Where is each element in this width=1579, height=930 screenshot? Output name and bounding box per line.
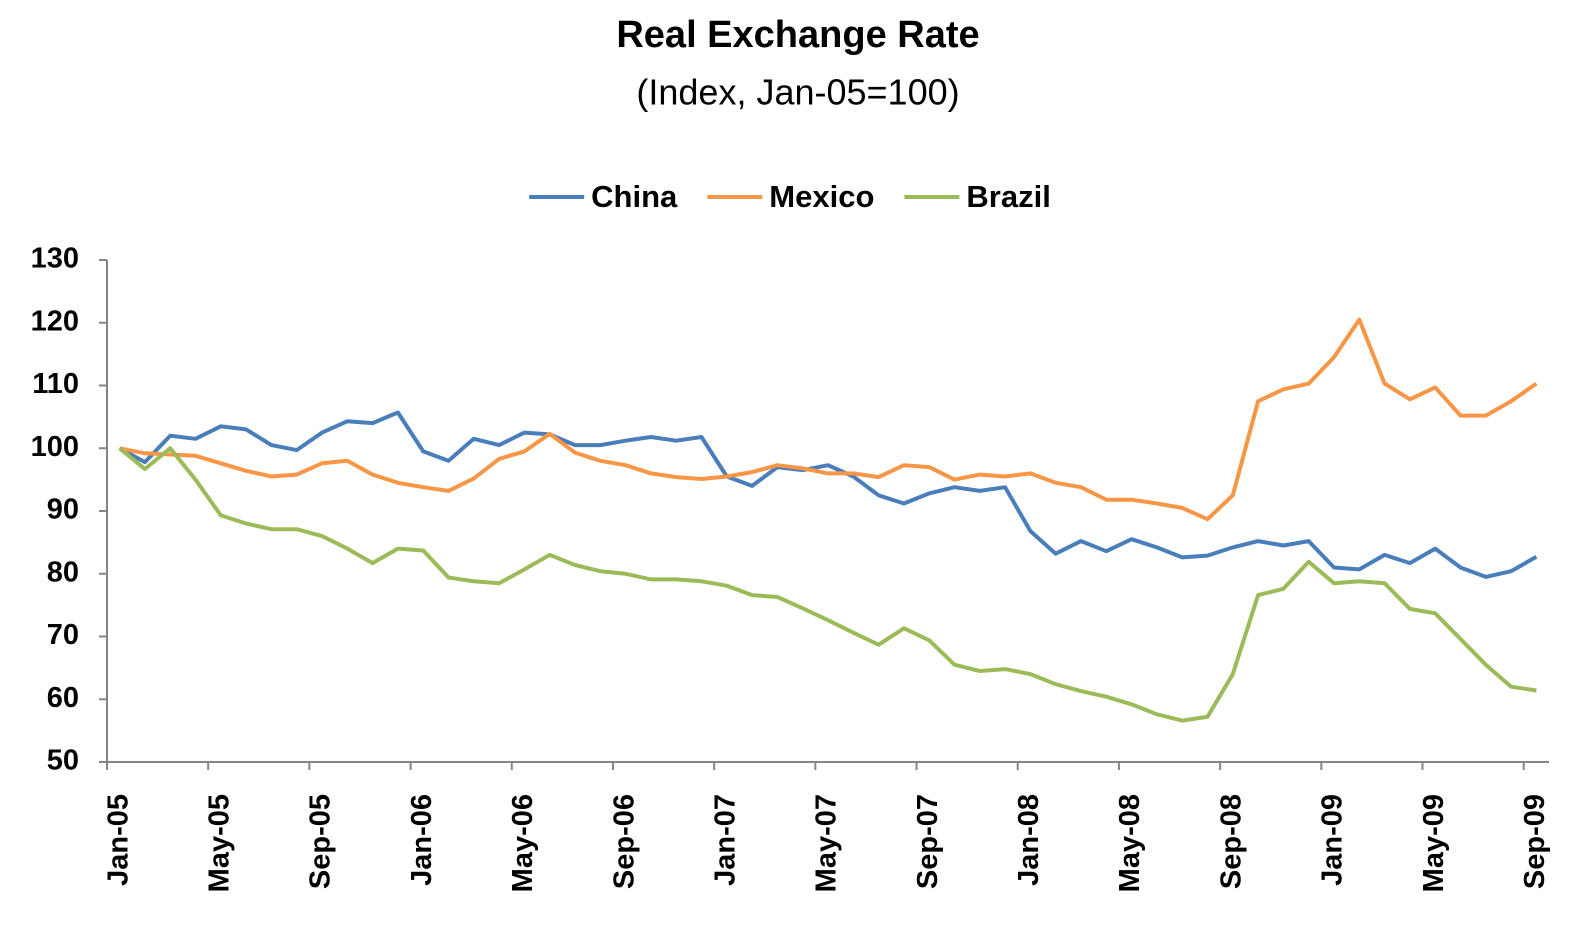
- y-tick-label: 110: [32, 368, 79, 400]
- y-tick-label: 130: [31, 243, 79, 275]
- x-tick-label: Sep-08: [1215, 794, 1247, 889]
- x-tick-label: Sep-05: [305, 794, 337, 889]
- x-tick-label: Sep-07: [912, 794, 944, 889]
- y-tick-label: 50: [47, 745, 79, 777]
- chart-subtitle: (Index, Jan-05=100): [636, 72, 959, 113]
- x-tick-label: Jan-05: [102, 794, 134, 886]
- x-tick-label: May-06: [507, 794, 539, 892]
- y-tick-label: 120: [31, 305, 79, 337]
- x-tick-label: May-07: [811, 794, 843, 892]
- x-tick-label: May-09: [1418, 794, 1450, 892]
- series-line: [118, 446, 1537, 723]
- y-tick-label: 80: [47, 556, 79, 588]
- x-tick-label: Jan-06: [406, 794, 438, 886]
- series-line: [118, 410, 1538, 579]
- x-tick-label: Jan-07: [709, 794, 741, 886]
- x-tick-label: May-08: [1114, 794, 1146, 892]
- y-tick-label: 100: [31, 431, 79, 463]
- y-tick-label: 60: [47, 682, 79, 714]
- legend-label: Brazil: [966, 179, 1050, 214]
- legend: China Mexico Brazil: [529, 179, 1051, 214]
- x-tick-label: Sep-09: [1519, 794, 1551, 889]
- x-tick-label: Jan-08: [1013, 794, 1045, 886]
- legend-label: China: [591, 179, 678, 214]
- legend-label: Mexico: [769, 179, 874, 214]
- chart-title: Real Exchange Rate: [616, 14, 979, 56]
- x-tick-label: Sep-06: [608, 794, 640, 889]
- x-tick-label: May-05: [203, 794, 235, 892]
- x-tick-label: Jan-09: [1317, 794, 1349, 886]
- y-tick-label: 70: [47, 619, 79, 651]
- series-line: [119, 317, 1538, 522]
- y-tick-label: 90: [47, 494, 79, 526]
